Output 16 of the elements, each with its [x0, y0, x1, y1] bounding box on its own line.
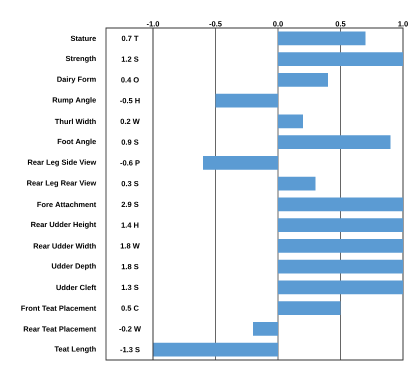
- bar: [278, 135, 391, 149]
- bar: [278, 32, 366, 46]
- bar: [216, 94, 278, 108]
- bar: [278, 114, 304, 128]
- bar: [278, 239, 404, 253]
- bar: [253, 322, 278, 336]
- bar: [278, 260, 404, 274]
- bar: [278, 280, 404, 294]
- bar: [278, 301, 341, 315]
- bar: [278, 198, 404, 212]
- bar: [278, 73, 328, 87]
- bar: [278, 218, 404, 232]
- bar: [278, 52, 404, 66]
- bar: [203, 156, 278, 170]
- bar: [153, 342, 278, 356]
- bar: [278, 176, 316, 190]
